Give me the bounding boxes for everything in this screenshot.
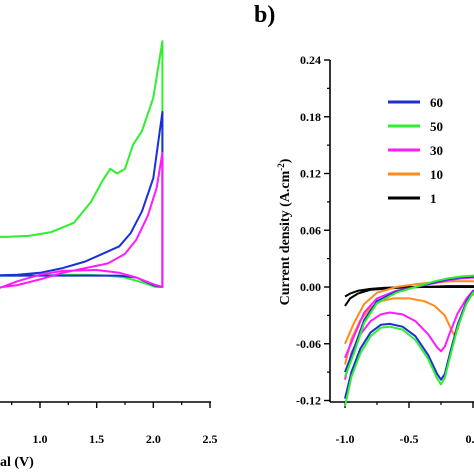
panel-b-y-axis-label-end: ) xyxy=(278,158,293,163)
panel-a-series-s60-line xyxy=(0,111,164,288)
panel-b-x-tick-label: -0.5 xyxy=(400,432,419,446)
panel-a-x-ticks: 1.0 1.5 2.0 2.5 xyxy=(11,402,218,446)
legend-label-60: 60 xyxy=(430,95,443,110)
panel-b-y-tick-label: 0.00 xyxy=(300,280,321,294)
panel-b-y-axis-label: Current density (A.cm-2) xyxy=(276,158,293,305)
panel-b-label: b) xyxy=(254,2,275,28)
panel-b-y-axis-label-sup: -2 xyxy=(276,163,286,171)
panel-b-y-tick-label: -0.06 xyxy=(296,337,321,351)
panel-b-x-tick-label: 0.0 xyxy=(466,432,474,446)
panel-a-x-tick-label: 2.0 xyxy=(146,432,161,446)
panel-a-x-tick-label: 1.0 xyxy=(33,432,48,446)
panel-b-x-tick-label: -1.0 xyxy=(336,432,355,446)
panel-b-y-tick-label: 0.24 xyxy=(300,53,321,67)
panel-b-x-ticks: -1.0 -0.5 0.0 xyxy=(336,402,474,446)
panel-a-x-tick-label: 1.5 xyxy=(89,432,104,446)
panel-b-y-tick-label: 0.06 xyxy=(300,223,321,237)
panel-b-series-30-line xyxy=(344,276,474,380)
panel-b-y-axis-label-main: Current density (A.cm xyxy=(278,170,293,305)
panel-b-chart: b) 0.24 0.18 0.12 0.06 0.00 -0.06 -0.12 -1.0 -0… xyxy=(254,2,474,446)
legend-label-50: 50 xyxy=(430,119,443,134)
panel-b-y-tick-label: 0.12 xyxy=(300,167,321,181)
panel-b-y-tick-label: -0.12 xyxy=(296,394,321,408)
panel-a-x-axis-label: al (V) xyxy=(0,455,34,470)
panel-b-curves xyxy=(344,274,474,407)
panel-a-curves xyxy=(0,40,164,289)
legend-label-10: 10 xyxy=(430,167,443,182)
panel-b-series-50-line xyxy=(344,274,474,407)
panel-a-chart: 1.0 1.5 2.0 2.5 al (V) xyxy=(0,40,218,470)
panel-b-series-1-line xyxy=(344,285,474,307)
legend-label-30: 30 xyxy=(430,143,443,158)
panel-a-series-s50-line xyxy=(0,40,164,288)
panel-b-y-ticks: 0.24 0.18 0.12 0.06 0.00 -0.06 -0.12 xyxy=(296,53,330,408)
panel-a-series-s30-line xyxy=(0,151,164,289)
panel-a-x-tick-label: 2.5 xyxy=(203,432,218,446)
panel-b-legend: 60 50 30 10 1 xyxy=(388,95,443,206)
panel-b-y-tick-label: 0.18 xyxy=(300,110,321,124)
legend-label-1: 1 xyxy=(430,191,437,206)
